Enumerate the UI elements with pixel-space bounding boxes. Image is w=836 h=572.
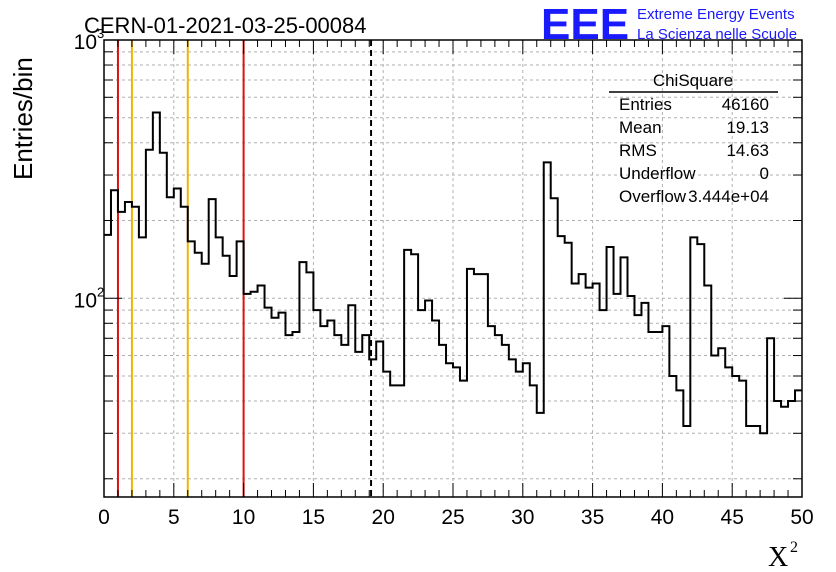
y-axis-title: Entries/bin	[8, 57, 38, 180]
svg-text:X: X	[768, 542, 788, 572]
x-tick-labels: 0 5 10 15 20 25 30 35 40 45 50	[98, 506, 814, 529]
x-tick-label: 5	[168, 506, 180, 529]
x-tick-label: 10	[232, 506, 255, 529]
y-tick-exponent: 3	[97, 26, 104, 41]
stats-value: 46160	[722, 95, 769, 114]
stats-label: Mean	[619, 118, 662, 137]
x-tick-label: 15	[302, 506, 325, 529]
x-tick-label: 35	[581, 506, 604, 529]
grid-lines	[104, 40, 802, 497]
stats-value: 14.63	[726, 141, 769, 160]
stats-value: 3.444e+04	[688, 187, 769, 206]
y-tick-label: 10	[74, 289, 97, 312]
x-axis-title: X 2	[768, 539, 798, 572]
x-tick-label: 40	[651, 506, 674, 529]
logo-line-1: Extreme Energy Events	[637, 6, 795, 23]
logo-mark: EEE	[541, 0, 629, 49]
stats-label: Entries	[619, 95, 672, 114]
run-title: CERN-01-2021-03-25-00084	[84, 13, 367, 38]
x-tick-label: 45	[721, 506, 744, 529]
svg-text:2: 2	[790, 539, 798, 556]
x-tick-label: 0	[98, 506, 110, 529]
histogram-series	[104, 111, 802, 435]
histogram-step-line	[104, 111, 802, 435]
x-tick-label: 50	[790, 506, 813, 529]
logo-line-2: La Scienza nelle Scuole	[637, 26, 797, 43]
stats-value: 0	[760, 164, 769, 183]
stats-rows: Entries 46160 Mean 19.13 RMS 14.63 Underflow 0 O…	[619, 95, 769, 206]
stats-label: Overflow	[619, 187, 687, 206]
x-tick-label: 20	[372, 506, 395, 529]
stats-title: ChiSquare	[653, 71, 733, 90]
x-tick-label: 25	[441, 506, 464, 529]
stats-label: RMS	[619, 141, 657, 160]
stats-label: Underflow	[619, 164, 696, 183]
y-tick-exponent: 2	[97, 284, 104, 299]
stats-box: ChiSquare Entries 46160 Mean 19.13 RMS 14.63 U…	[609, 71, 778, 206]
y-tick-label: 10	[74, 31, 97, 54]
stats-value: 19.13	[726, 118, 769, 137]
vertical-markers	[116, 40, 373, 497]
x-tick-label: 30	[511, 506, 534, 529]
axis-ticks	[103, 39, 803, 497]
